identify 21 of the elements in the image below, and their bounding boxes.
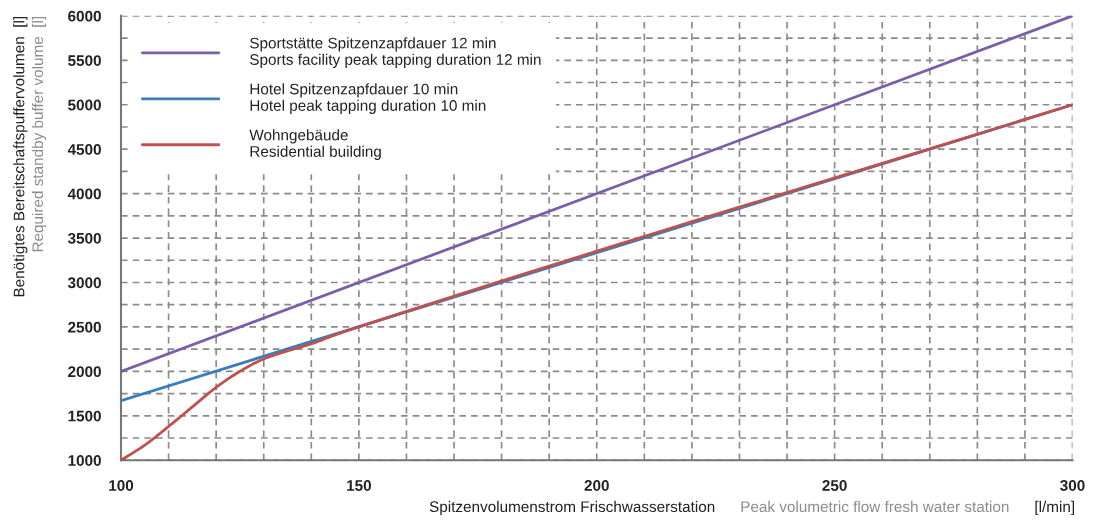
- y-tick-label: 1000: [68, 455, 101, 466]
- legend-label: Hotel Spitzenzapfdauer 10 min Hotel peak tapping duration 10 min: [250, 83, 486, 114]
- y-tick-label: 4000: [67, 188, 101, 200]
- legend-label: Wohngebäude Residential building: [249, 129, 381, 160]
- y-tick-label: 5000: [68, 99, 101, 111]
- y-tick-label: 6000: [68, 10, 101, 22]
- x-tick-label: 300: [1060, 480, 1085, 491]
- y-tick-label: 5500: [68, 55, 101, 66]
- y-tick-label: 1500: [68, 410, 101, 422]
- x-tick-label: 150: [347, 480, 371, 491]
- x-tick-label: 100: [109, 480, 134, 491]
- x-tick-label: 200: [584, 480, 609, 491]
- legend-label: Sportstätte Spitzenzapfdauer 12 min Sports facility peak tapping duration 12 min: [250, 37, 541, 68]
- y-tick-label: 2500: [68, 321, 101, 333]
- y-tick-label: 4500: [67, 144, 101, 155]
- y-tick-label: 2000: [68, 366, 101, 378]
- text: Spitzenvolumenstrom Frischwasserstation Peak volumetric flow fresh water station [l/min]: [429, 500, 1075, 516]
- y-tick-label: 3000: [67, 277, 101, 289]
- x-tick-label: 250: [822, 480, 847, 491]
- y-tick-label: 3500: [67, 232, 101, 244]
- y-axis-title: Benötigtes Bereitschaftspuffervolumen [l] Required standby buffer volume [l]: [13, 16, 47, 297]
